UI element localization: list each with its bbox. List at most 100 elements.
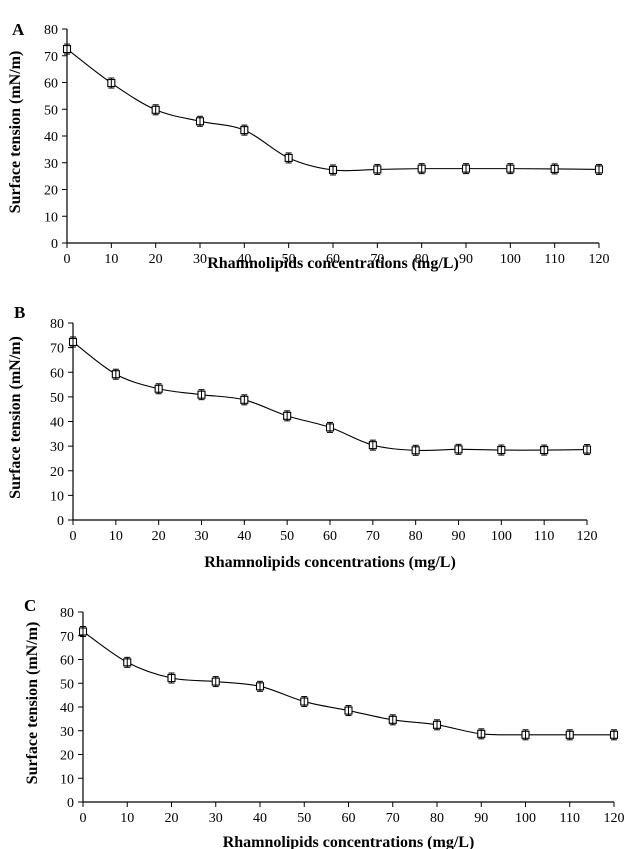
data-point [388, 714, 397, 726]
y-tick-label: 40 [50, 416, 64, 431]
y-tick-label: 70 [60, 630, 74, 645]
data-point [368, 439, 377, 451]
data-point [417, 163, 426, 175]
y-tick-label: 30 [50, 440, 64, 455]
data-point [344, 705, 353, 717]
y-tick-label: 20 [44, 184, 58, 199]
x-axis-title: Rhamnolipids concentrations (mg/L) [207, 255, 459, 272]
series-line [72, 341, 588, 452]
x-tick-label: 0 [70, 529, 77, 544]
x-tick-label: 80 [415, 252, 429, 267]
y-tick-label: 50 [44, 103, 58, 118]
data-point [550, 163, 559, 175]
data-point [167, 672, 176, 684]
data-point [255, 680, 265, 692]
data-point [211, 676, 220, 688]
series-line [82, 631, 614, 736]
y-tick-label: 60 [50, 366, 64, 381]
data-point [240, 394, 249, 406]
x-tick-label: 120 [577, 529, 598, 544]
y-axis-title: Surface tension (mN/m) [24, 622, 41, 785]
y-tick-label: 0 [67, 796, 74, 811]
data-point [411, 444, 420, 456]
x-tick-label: 0 [80, 811, 87, 826]
data-point [594, 163, 604, 175]
x-tick-label: 40 [237, 529, 251, 544]
x-tick-label: 90 [459, 252, 473, 267]
x-tick-label: 20 [165, 811, 179, 826]
x-tick-label: 80 [430, 811, 444, 826]
x-tick-label: 80 [409, 529, 423, 544]
x-tick-label: 50 [280, 529, 294, 544]
y-tick-label: 0 [51, 237, 58, 252]
y-axis-title: Surface tension (mN/m) [7, 336, 24, 499]
data-point [107, 77, 116, 89]
y-tick-label: 60 [60, 654, 74, 669]
y-tick-label: 70 [50, 342, 64, 357]
panel-letter: C [24, 596, 36, 615]
panel-letter: B [14, 303, 25, 322]
x-tick-label: 110 [560, 811, 580, 826]
data-point [283, 410, 292, 422]
data-point [540, 444, 549, 456]
data-point [151, 104, 160, 116]
data-point [582, 444, 592, 456]
x-tick-label: 20 [149, 252, 163, 267]
x-tick-label: 30 [193, 252, 207, 267]
x-tick-label: 30 [195, 529, 209, 544]
data-point [78, 625, 88, 637]
panel-letter: A [12, 20, 25, 39]
x-tick-label: 110 [534, 529, 554, 544]
data-point [195, 115, 205, 127]
x-axis-title: Rhamnolipids concentrations (mg/L) [223, 834, 475, 849]
data-point [197, 389, 206, 401]
data-point [300, 696, 309, 708]
data-point [68, 336, 78, 348]
y-tick-label: 40 [60, 701, 74, 716]
y-tick-label: 60 [44, 77, 58, 92]
x-tick-label: 10 [120, 811, 134, 826]
x-tick-label: 50 [297, 811, 311, 826]
x-tick-label: 0 [64, 252, 71, 267]
x-tick-label: 90 [452, 529, 466, 544]
y-tick-label: 80 [50, 317, 64, 332]
data-point [461, 163, 471, 175]
data-point [123, 656, 132, 668]
x-tick-label: 120 [604, 811, 625, 826]
y-tick-label: 10 [50, 489, 64, 504]
x-tick-label: 110 [544, 252, 564, 267]
chart-panel-a: A 0 10 20 30 40 50 60 70 80 0 10 20 30 40 50 60 70 80 90 100… [7, 20, 610, 272]
y-tick-label: 30 [60, 725, 74, 740]
data-point [454, 443, 463, 455]
x-tick-label: 30 [209, 811, 223, 826]
y-tick-label: 70 [44, 50, 58, 65]
data-point [373, 163, 382, 175]
x-tick-label: 70 [386, 811, 400, 826]
data-point [477, 728, 486, 740]
y-tick-label: 80 [44, 23, 58, 38]
data-point [497, 444, 506, 456]
y-tick-label: 10 [44, 210, 58, 225]
data-point [154, 383, 163, 395]
data-point [506, 163, 515, 175]
x-tick-label: 20 [152, 529, 166, 544]
data-point [432, 719, 442, 731]
data-point [328, 164, 338, 176]
x-tick-label: 10 [104, 252, 118, 267]
data-point [240, 124, 249, 136]
x-axis-title: Rhamnolipids concentrations (mg/L) [204, 554, 456, 571]
data-point [284, 152, 293, 164]
chart-panel-b: B 0 10 20 30 40 50 60 70 80 0 10 20 30 40 50 60 70 80 90 100… [7, 303, 598, 571]
x-tick-label: 100 [500, 252, 521, 267]
x-tick-label: 50 [282, 252, 296, 267]
x-tick-label: 60 [326, 252, 340, 267]
x-tick-label: 60 [323, 529, 337, 544]
data-point [521, 729, 530, 741]
chart-panel-c: C 0 10 20 30 40 50 60 70 80 0 10 20 30 40 50 60 70 80 90 100… [24, 596, 625, 849]
data-point [565, 729, 574, 741]
y-tick-label: 80 [60, 606, 74, 621]
y-tick-label: 20 [60, 749, 74, 764]
x-tick-label: 120 [589, 252, 610, 267]
data-point [111, 368, 120, 380]
